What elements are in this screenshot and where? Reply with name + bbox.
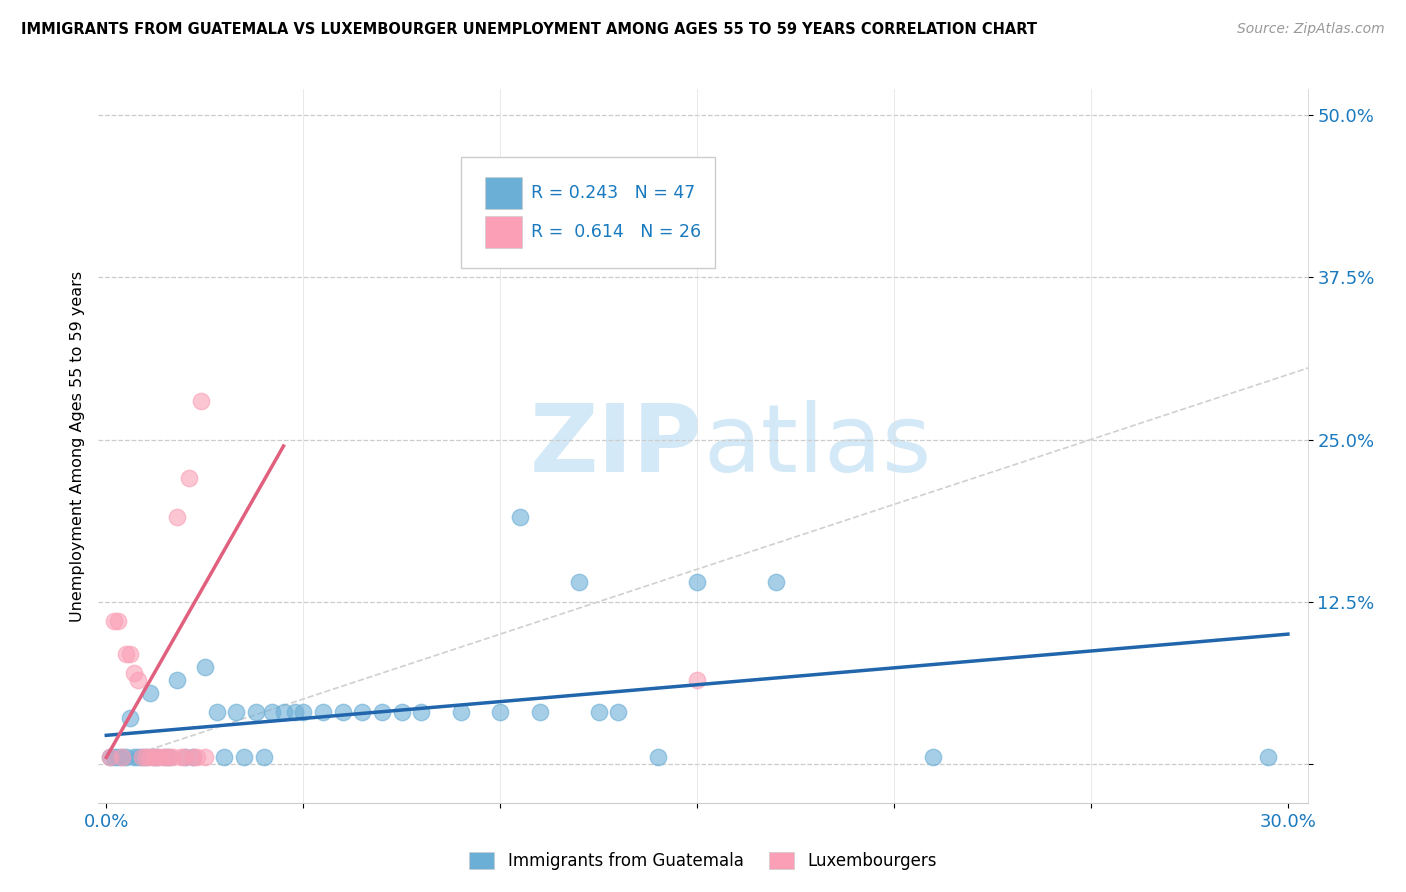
Point xyxy=(647,750,669,764)
Point xyxy=(157,750,180,764)
Point xyxy=(174,750,197,764)
Point xyxy=(135,750,157,764)
Point xyxy=(98,750,121,764)
Point xyxy=(131,750,153,764)
Point xyxy=(194,659,217,673)
Text: R = 0.243   N = 47: R = 0.243 N = 47 xyxy=(531,185,696,202)
Point xyxy=(174,750,197,764)
Point xyxy=(103,614,125,628)
Point xyxy=(332,705,354,719)
Text: atlas: atlas xyxy=(703,400,931,492)
Point xyxy=(122,666,145,681)
Point xyxy=(118,711,141,725)
Point xyxy=(127,673,149,687)
Bar xyxy=(485,216,522,248)
Point xyxy=(181,750,204,764)
Y-axis label: Unemployment Among Ages 55 to 59 years: Unemployment Among Ages 55 to 59 years xyxy=(69,270,84,622)
Point xyxy=(111,750,134,764)
Text: IMMIGRANTS FROM GUATEMALA VS LUXEMBOURGER UNEMPLOYMENT AMONG AGES 55 TO 59 YEARS: IMMIGRANTS FROM GUATEMALA VS LUXEMBOURGE… xyxy=(21,22,1038,37)
Point xyxy=(150,750,173,764)
Point xyxy=(1257,750,1279,764)
Point xyxy=(489,705,512,719)
Point xyxy=(103,750,125,764)
Point xyxy=(253,750,276,764)
Point xyxy=(118,647,141,661)
Point xyxy=(922,750,945,764)
Point xyxy=(371,705,394,719)
Point xyxy=(177,471,200,485)
Point xyxy=(146,750,169,764)
Text: Source: ZipAtlas.com: Source: ZipAtlas.com xyxy=(1237,22,1385,37)
Point xyxy=(127,750,149,764)
Point xyxy=(107,614,129,628)
Point xyxy=(411,705,433,719)
Point xyxy=(225,705,247,719)
Point xyxy=(146,750,169,764)
Point xyxy=(138,685,160,699)
Point xyxy=(607,705,630,719)
Bar xyxy=(485,177,522,209)
Point xyxy=(115,750,138,764)
Point xyxy=(284,705,307,719)
Point xyxy=(181,750,204,764)
Point xyxy=(162,750,184,764)
Point xyxy=(214,750,236,764)
Point xyxy=(111,750,134,764)
Point xyxy=(233,750,256,764)
Point xyxy=(312,705,335,719)
Point xyxy=(568,575,591,590)
Point xyxy=(509,510,531,524)
Point xyxy=(135,750,157,764)
Point xyxy=(107,750,129,764)
Point xyxy=(122,750,145,764)
Point xyxy=(686,575,709,590)
Point xyxy=(155,750,177,764)
Point xyxy=(166,673,188,687)
Point xyxy=(138,750,160,764)
Point xyxy=(245,705,267,719)
Text: ZIP: ZIP xyxy=(530,400,703,492)
Point xyxy=(450,705,472,719)
Point xyxy=(292,705,315,719)
Point xyxy=(98,750,121,764)
Point xyxy=(273,705,295,719)
Point xyxy=(205,705,228,719)
Point xyxy=(190,393,212,408)
Point xyxy=(352,705,374,719)
FancyBboxPatch shape xyxy=(461,157,716,268)
Point xyxy=(142,750,165,764)
Point xyxy=(131,750,153,764)
Point xyxy=(391,705,413,719)
Point xyxy=(157,750,180,764)
Point xyxy=(260,705,283,719)
Point xyxy=(686,673,709,687)
Point xyxy=(194,750,217,764)
Point xyxy=(115,647,138,661)
Point xyxy=(765,575,787,590)
Point xyxy=(186,750,208,764)
Point xyxy=(529,705,551,719)
Text: R =  0.614   N = 26: R = 0.614 N = 26 xyxy=(531,223,702,241)
Point xyxy=(588,705,610,719)
Legend: Immigrants from Guatemala, Luxembourgers: Immigrants from Guatemala, Luxembourgers xyxy=(463,845,943,877)
Point xyxy=(170,750,193,764)
Point xyxy=(142,750,165,764)
Point xyxy=(155,750,177,764)
Point xyxy=(166,510,188,524)
